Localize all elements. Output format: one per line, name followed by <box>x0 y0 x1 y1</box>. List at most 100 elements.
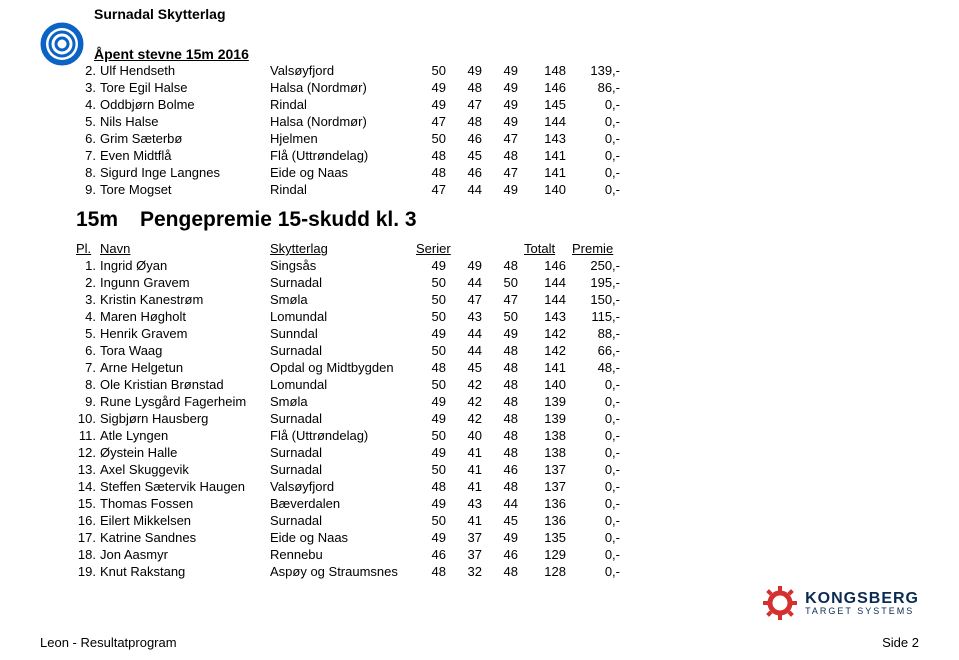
cell-place: 4. <box>76 308 100 325</box>
cell-place: 6. <box>76 342 100 359</box>
cell-serie: 48 <box>488 478 524 495</box>
cell-serie: 50 <box>416 461 452 478</box>
cell-club: Sunndal <box>270 325 416 342</box>
cell-place: 15. <box>76 495 100 512</box>
cell-place: 9. <box>76 393 100 410</box>
cell-total: 145 <box>524 96 572 113</box>
cell-total: 144 <box>524 274 572 291</box>
cell-total: 135 <box>524 529 572 546</box>
cell-club: Surnadal <box>270 274 416 291</box>
cell-club: Rennebu <box>270 546 416 563</box>
cell-club: Eide og Naas <box>270 164 416 181</box>
cell-premie: 0,- <box>572 181 620 198</box>
table-row: 18.Jon AasmyrRennebu4637461290,- <box>76 546 620 563</box>
cell-club: Rindal <box>270 181 416 198</box>
cell-serie: 50 <box>416 376 452 393</box>
hdr-premie: Premie <box>572 240 620 257</box>
cell-club: Smøla <box>270 393 416 410</box>
cell-total: 138 <box>524 427 572 444</box>
cell-club: Surnadal <box>270 444 416 461</box>
cell-premie: 250,- <box>572 257 620 274</box>
cell-serie: 49 <box>488 529 524 546</box>
results-area: 2.Ulf HendsethValsøyfjord504949148139,-3… <box>76 62 620 580</box>
cell-name: Ulf Hendseth <box>100 62 270 79</box>
cell-total: 143 <box>524 308 572 325</box>
cell-club: Hjelmen <box>270 130 416 147</box>
cell-serie: 41 <box>452 512 488 529</box>
cell-serie: 37 <box>452 529 488 546</box>
cell-place: 12. <box>76 444 100 461</box>
cell-serie: 47 <box>416 181 452 198</box>
cell-serie: 48 <box>488 427 524 444</box>
cell-club: Bæverdalen <box>270 495 416 512</box>
cell-serie: 50 <box>488 274 524 291</box>
cell-club: Surnadal <box>270 512 416 529</box>
cell-serie: 47 <box>452 291 488 308</box>
cell-serie: 42 <box>452 393 488 410</box>
table-row: 12.Øystein HalleSurnadal4941481380,- <box>76 444 620 461</box>
cell-serie: 48 <box>452 113 488 130</box>
cell-serie: 48 <box>488 359 524 376</box>
section-title: 15m Pengepremie 15-skudd kl. 3 <box>76 208 620 232</box>
cell-place: 18. <box>76 546 100 563</box>
cell-serie: 50 <box>416 342 452 359</box>
cell-place: 2. <box>76 62 100 79</box>
cell-club: Opdal og Midtbygden <box>270 359 416 376</box>
cell-club: Surnadal <box>270 410 416 427</box>
cell-serie: 44 <box>452 325 488 342</box>
cell-place: 7. <box>76 147 100 164</box>
page-footer: Leon - Resultatprogram Side 2 <box>40 635 919 650</box>
table-row: 7.Arne HelgetunOpdal og Midtbygden484548… <box>76 359 620 376</box>
table-row: 11.Atle LyngenFlå (Uttrøndelag)504048138… <box>76 427 620 444</box>
cell-club: Surnadal <box>270 461 416 478</box>
cell-serie: 49 <box>452 257 488 274</box>
cell-serie: 48 <box>416 359 452 376</box>
cell-premie: 0,- <box>572 478 620 495</box>
table-row: 10.Sigbjørn HausbergSurnadal4942481390,- <box>76 410 620 427</box>
table-row: 6.Grim SæterbøHjelmen5046471430,- <box>76 130 620 147</box>
table-row: 14.Steffen Sætervik HaugenValsøyfjord484… <box>76 478 620 495</box>
cell-club: Rindal <box>270 96 416 113</box>
cell-place: 8. <box>76 376 100 393</box>
table-row: 9.Tore MogsetRindal4744491400,- <box>76 181 620 198</box>
cell-total: 144 <box>524 113 572 130</box>
cell-total: 138 <box>524 444 572 461</box>
cell-serie: 49 <box>416 325 452 342</box>
cell-place: 17. <box>76 529 100 546</box>
cell-club: Aspøy og Straumsnes <box>270 563 416 580</box>
cell-name: Oddbjørn Bolme <box>100 96 270 113</box>
cell-serie: 50 <box>488 308 524 325</box>
cell-serie: 45 <box>488 512 524 529</box>
table-row: 3.Kristin KanestrømSmøla504747144150,- <box>76 291 620 308</box>
cell-name: Henrik Gravem <box>100 325 270 342</box>
table-row: 5.Henrik GravemSunndal49444914288,- <box>76 325 620 342</box>
cell-serie: 49 <box>488 79 524 96</box>
cell-serie: 47 <box>416 113 452 130</box>
hdr-series: Serier <box>416 240 524 257</box>
cell-total: 139 <box>524 410 572 427</box>
cell-club: Flå (Uttrøndelag) <box>270 147 416 164</box>
cell-serie: 41 <box>452 461 488 478</box>
hdr-place: Pl. <box>76 240 100 257</box>
cell-club: Singsås <box>270 257 416 274</box>
cell-serie: 49 <box>488 113 524 130</box>
cell-total: 148 <box>524 62 572 79</box>
cell-name: Jon Aasmyr <box>100 546 270 563</box>
cell-serie: 50 <box>416 274 452 291</box>
cell-place: 19. <box>76 563 100 580</box>
cell-name: Tore Mogset <box>100 181 270 198</box>
cell-premie: 0,- <box>572 410 620 427</box>
cell-serie: 45 <box>452 147 488 164</box>
cell-serie: 42 <box>452 410 488 427</box>
cell-serie: 49 <box>488 62 524 79</box>
cell-club: Valsøyfjord <box>270 478 416 495</box>
table-row: 16.Eilert MikkelsenSurnadal5041451360,- <box>76 512 620 529</box>
cell-total: 128 <box>524 563 572 580</box>
cell-premie: 0,- <box>572 427 620 444</box>
cell-serie: 48 <box>488 257 524 274</box>
cell-total: 139 <box>524 393 572 410</box>
cell-total: 146 <box>524 257 572 274</box>
cell-place: 10. <box>76 410 100 427</box>
cell-name: Ingrid Øyan <box>100 257 270 274</box>
cell-serie: 48 <box>416 164 452 181</box>
